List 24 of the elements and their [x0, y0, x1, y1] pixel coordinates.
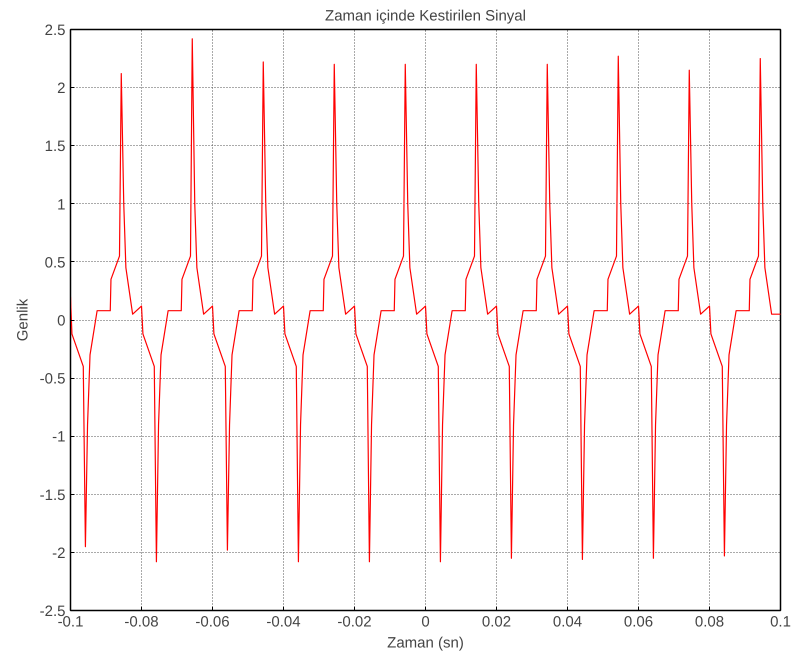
y-tick-label: 1	[57, 196, 66, 214]
y-tick-label: -1	[52, 428, 66, 446]
x-tick-label: 0.1	[770, 614, 791, 630]
y-tick-label: 1.5	[44, 138, 66, 156]
chart-title: Zaman içinde Kestirilen Sinyal	[325, 8, 526, 24]
y-tick-label: -0.5	[40, 370, 66, 388]
x-tick-label: -0.06	[195, 614, 230, 630]
y-tick-label: -2	[52, 544, 66, 562]
x-tick-label: -0.02	[337, 614, 372, 630]
x-tick-label: -0.04	[266, 614, 301, 630]
y-tick-label: 0.5	[44, 254, 66, 272]
line-series	[70, 38, 780, 562]
y-axis-title: Genlik	[14, 298, 32, 342]
y-tick-label: 0	[57, 312, 66, 330]
x-tick-label: 0.06	[624, 614, 654, 630]
y-tick-label: 2	[57, 80, 66, 98]
x-tick-label: 0.02	[482, 614, 512, 630]
y-tick-label: -1.5	[40, 486, 66, 504]
x-tick-label: 0	[421, 614, 430, 630]
x-tick-label: 0.04	[552, 614, 582, 630]
x-tick-label: -0.08	[124, 614, 159, 630]
y-tick-label: 2.5	[44, 22, 66, 39]
x-tick-label: 0.08	[694, 614, 724, 630]
x-axis-title: Zaman (sn)	[387, 634, 464, 652]
